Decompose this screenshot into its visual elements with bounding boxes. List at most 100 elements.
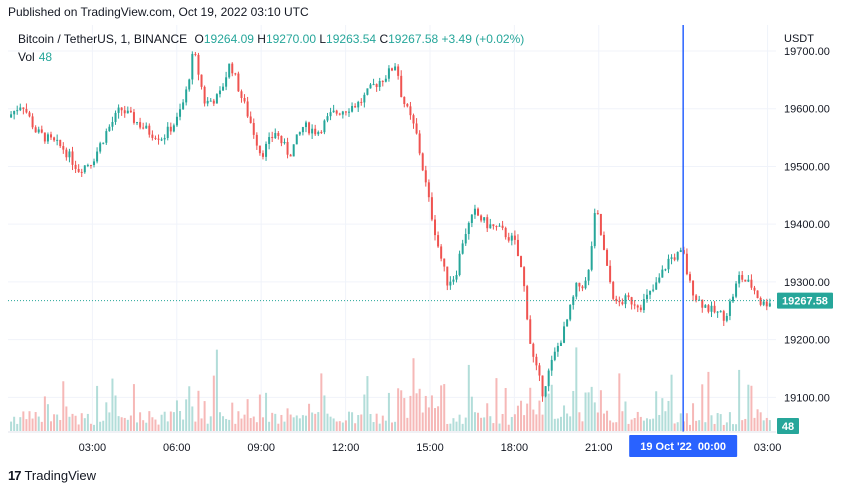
volume-bar — [756, 409, 759, 431]
candle-body — [578, 282, 581, 287]
volume-bar — [188, 386, 191, 431]
volume-bar — [455, 421, 458, 431]
candle-body — [194, 53, 197, 55]
volume-bar — [581, 421, 584, 431]
volume-bar — [197, 390, 200, 431]
candle-body — [341, 111, 344, 115]
volume-bar — [271, 412, 274, 431]
candle-body — [185, 89, 188, 103]
volume-bar — [661, 398, 664, 431]
candle-body — [360, 101, 363, 103]
volume-bar — [391, 422, 393, 431]
candle-body — [673, 257, 676, 260]
volume-bar — [261, 417, 264, 431]
candle-body — [667, 258, 670, 270]
volume-bar — [126, 419, 129, 431]
candle-body — [759, 298, 762, 305]
y-tick-label: 19100.00 — [784, 392, 830, 404]
candle-body — [166, 126, 169, 138]
volume-bar — [596, 412, 599, 431]
candle-body — [83, 165, 86, 173]
candle-body — [323, 120, 326, 133]
candle-body — [418, 133, 421, 154]
volume-bar — [547, 393, 550, 431]
candle-body — [243, 98, 246, 102]
candle-body — [53, 137, 56, 141]
volume-bar — [185, 399, 188, 431]
volume-bar — [630, 419, 633, 431]
volume-bar — [80, 413, 83, 431]
volume-bar — [716, 413, 719, 431]
candle-body — [523, 267, 526, 287]
volume-bar — [37, 416, 40, 431]
volume-bar — [151, 417, 154, 431]
candle-body — [695, 295, 698, 300]
volume-bar — [744, 418, 747, 431]
candle-body — [16, 110, 19, 112]
candle-body — [636, 305, 639, 308]
symbol-legend: Bitcoin / TetherUS, 1, BINANCE O19264.09… — [18, 32, 524, 46]
candle-body — [541, 375, 544, 397]
volume-bar — [274, 413, 277, 431]
volume-bar — [218, 412, 221, 431]
candle-body — [163, 137, 166, 140]
volume-bar — [572, 390, 575, 431]
candle-body — [172, 125, 175, 132]
volume-bar — [43, 396, 46, 431]
volume-bar — [590, 386, 593, 431]
volume-bar — [93, 424, 96, 431]
crosshair-time-badge — [629, 435, 738, 457]
candle-body — [351, 106, 354, 112]
candle-body — [581, 286, 584, 289]
candle-body — [344, 111, 347, 113]
footer-brand[interactable]: 17 TradingView — [8, 468, 96, 483]
volume-bar — [89, 423, 92, 431]
candle-body — [486, 217, 489, 229]
volume-bar — [664, 411, 667, 431]
candle-body — [179, 109, 182, 117]
candle-body — [590, 246, 593, 270]
volume-bar — [148, 411, 151, 431]
candle-body — [206, 100, 209, 104]
candle-body — [132, 112, 135, 123]
candle-body — [31, 116, 34, 128]
candle-body — [357, 101, 360, 108]
candle-body — [679, 250, 682, 252]
candle-body — [384, 78, 387, 82]
candle-body — [470, 214, 473, 223]
candle-body — [719, 311, 722, 313]
candle-body — [320, 131, 323, 133]
volume-bar — [16, 423, 19, 431]
candle-body — [19, 107, 22, 111]
volume-bar — [470, 396, 473, 431]
volume-bar — [289, 414, 292, 431]
volume-bar — [62, 381, 65, 431]
candle-body — [593, 213, 596, 247]
last-price-badge — [777, 292, 833, 309]
volume-bar — [498, 423, 501, 431]
volume-bar — [725, 422, 728, 431]
volume-bar — [108, 412, 111, 431]
published-note: Published on TradingView.com, Oct 19, 20… — [8, 5, 309, 19]
volume-bar — [384, 420, 387, 431]
volume-bar — [566, 413, 569, 431]
candle-body — [102, 142, 105, 144]
candle-body — [639, 307, 642, 311]
volume-bar — [731, 424, 734, 431]
volume-bar — [329, 416, 332, 431]
candle-body — [268, 137, 271, 144]
volume-bar — [609, 420, 612, 431]
volume-bar — [105, 402, 108, 431]
volume-bar — [314, 413, 317, 431]
candle-body — [692, 280, 695, 296]
volume-bar — [175, 400, 178, 431]
volume-bar — [765, 417, 768, 431]
volume-bar — [526, 403, 529, 431]
volume-bar — [212, 375, 215, 431]
volume-bar — [363, 394, 366, 431]
volume-bar — [166, 421, 169, 431]
candle-body — [96, 151, 99, 162]
candle-body — [252, 122, 255, 135]
candle-body — [750, 279, 753, 288]
